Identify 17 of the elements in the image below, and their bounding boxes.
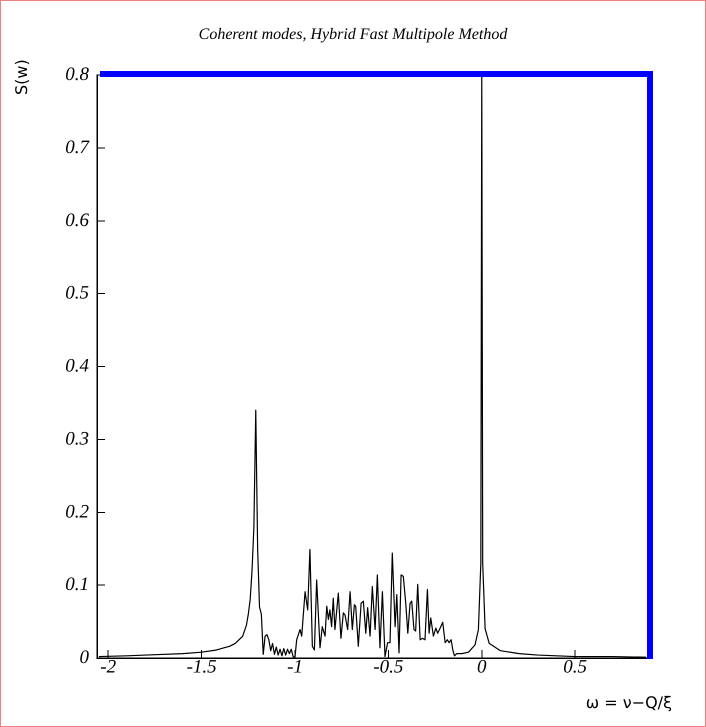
x-tick-label: -1: [287, 656, 303, 678]
x-tick-label: -0.5: [373, 656, 404, 678]
y-tick-label: 0.6: [65, 210, 90, 231]
x-tick-label: -1.5: [186, 656, 217, 678]
y-tick-label: 0.5: [65, 282, 89, 304]
y-tick-label: 0.2: [65, 501, 90, 522]
x-tick-label: 0: [477, 656, 488, 678]
chart-title: Coherent modes, Hybrid Fast Multipole Method: [198, 26, 508, 44]
x-tick-label: -2: [100, 656, 117, 678]
y-tick-label: 0.8: [65, 64, 90, 85]
y-tick-label: 0.4: [65, 356, 90, 376]
x-tick-label: 0.5: [563, 656, 588, 678]
x-axis-title: ω = ν−Q/ξ: [586, 693, 672, 712]
y-tick-label: 0.1: [65, 574, 89, 596]
y-tick-label: 0.3: [65, 428, 89, 450]
y-axis-title: S(w): [12, 59, 31, 95]
y-tick-label: 0.7: [65, 136, 90, 158]
